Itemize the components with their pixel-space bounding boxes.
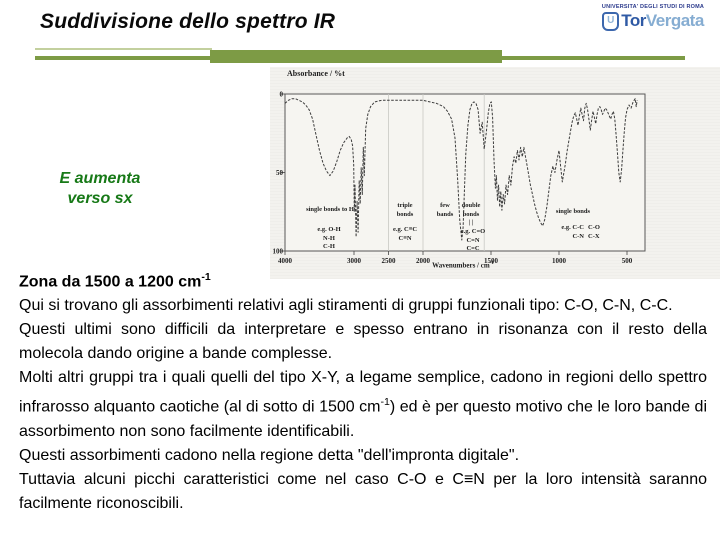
zone-label-few-bands: few bands [436,202,454,218]
university-logo: UNIVERSITA' DEGLI STUDI DI ROMA U TorVer… [589,4,717,31]
zone-label-single-bonds: single bonds [555,208,591,215]
paragraph-functional-groups: Qui si trovano gli assorbimenti relativi… [19,297,673,315]
logo-u-shield-icon: U [602,11,620,31]
zone-examples-triple-bonds: e.g. C≡C C≡N [392,226,418,242]
paragraph-fingerprint: Questi assorbimenti cadono nella regione… [19,446,520,464]
zone-examples-single-bonds-col1: e.g. C-C C-N [561,224,584,240]
ir-spectrum-figure: Absorbance / %t 4000 3000 2500 2000 1500 1000… [270,67,720,279]
logo-wordmark: U TorVergata [589,11,717,31]
zone-label-triple-bonds: triple bonds [396,202,414,218]
paragraph-resonance: Questi ultimi sono difficili da interpre… [19,321,707,363]
zone-examples-single-bonds-col2: C-O C-X [588,224,600,240]
svg-text:2000: 2000 [416,257,431,265]
svg-text:1000: 1000 [552,257,567,265]
svg-text:2500: 2500 [382,257,397,265]
paragraph-xy-groups: Molti altri gruppi tra i quali quelli de… [19,369,708,440]
body-text: Zona da 1500 a 1200 cm-1 Qui si trovano … [19,265,707,516]
divider-thick-bar [210,50,502,63]
svg-text:1500: 1500 [484,257,499,265]
svg-text:4000: 4000 [278,257,293,265]
zone-examples-single-bonds-to-h: e.g. O-H N-H C-H [317,226,341,250]
paragraph-characteristic-peaks: Tuttavia alcuni picchi caratteristici co… [19,470,707,512]
y-axis-title: Absorbance / %t [287,69,345,78]
svg-text:3000: 3000 [347,257,362,265]
energy-note: E aumenta verso sx [46,169,154,209]
svg-text:50: 50 [276,169,284,177]
energy-note-line2: verso sx [67,190,133,207]
logo-text-vergata: Vergata [645,11,704,30]
zone-label-double-bonds: double bonds | | [461,202,481,226]
energy-note-line1: E aumenta [59,170,141,187]
zone-examples-double-bonds: e.g. C=O C=N C=C [460,228,486,252]
spectrum-chart-canvas: 4000 3000 2500 2000 1500 1000 500 0 50 100 [273,91,646,265]
svg-text:100: 100 [273,248,284,256]
plot-area [284,93,646,252]
logo-text-tor: Tor [621,11,646,30]
x-axis-title: Wavenumbers / cm-1 [432,261,494,270]
svg-text:500: 500 [622,257,633,265]
logo-university-text: UNIVERSITA' DEGLI STUDI DI ROMA [601,4,705,10]
page-title: Suddivisione dello spettro IR [40,10,336,33]
svg-text:0: 0 [280,91,284,99]
body-heading: Zona da 1500 a 1200 cm-1 [19,271,211,291]
zone-label-single-bonds-to-h: single bonds to H [306,206,354,213]
divider-light-line [35,48,212,50]
